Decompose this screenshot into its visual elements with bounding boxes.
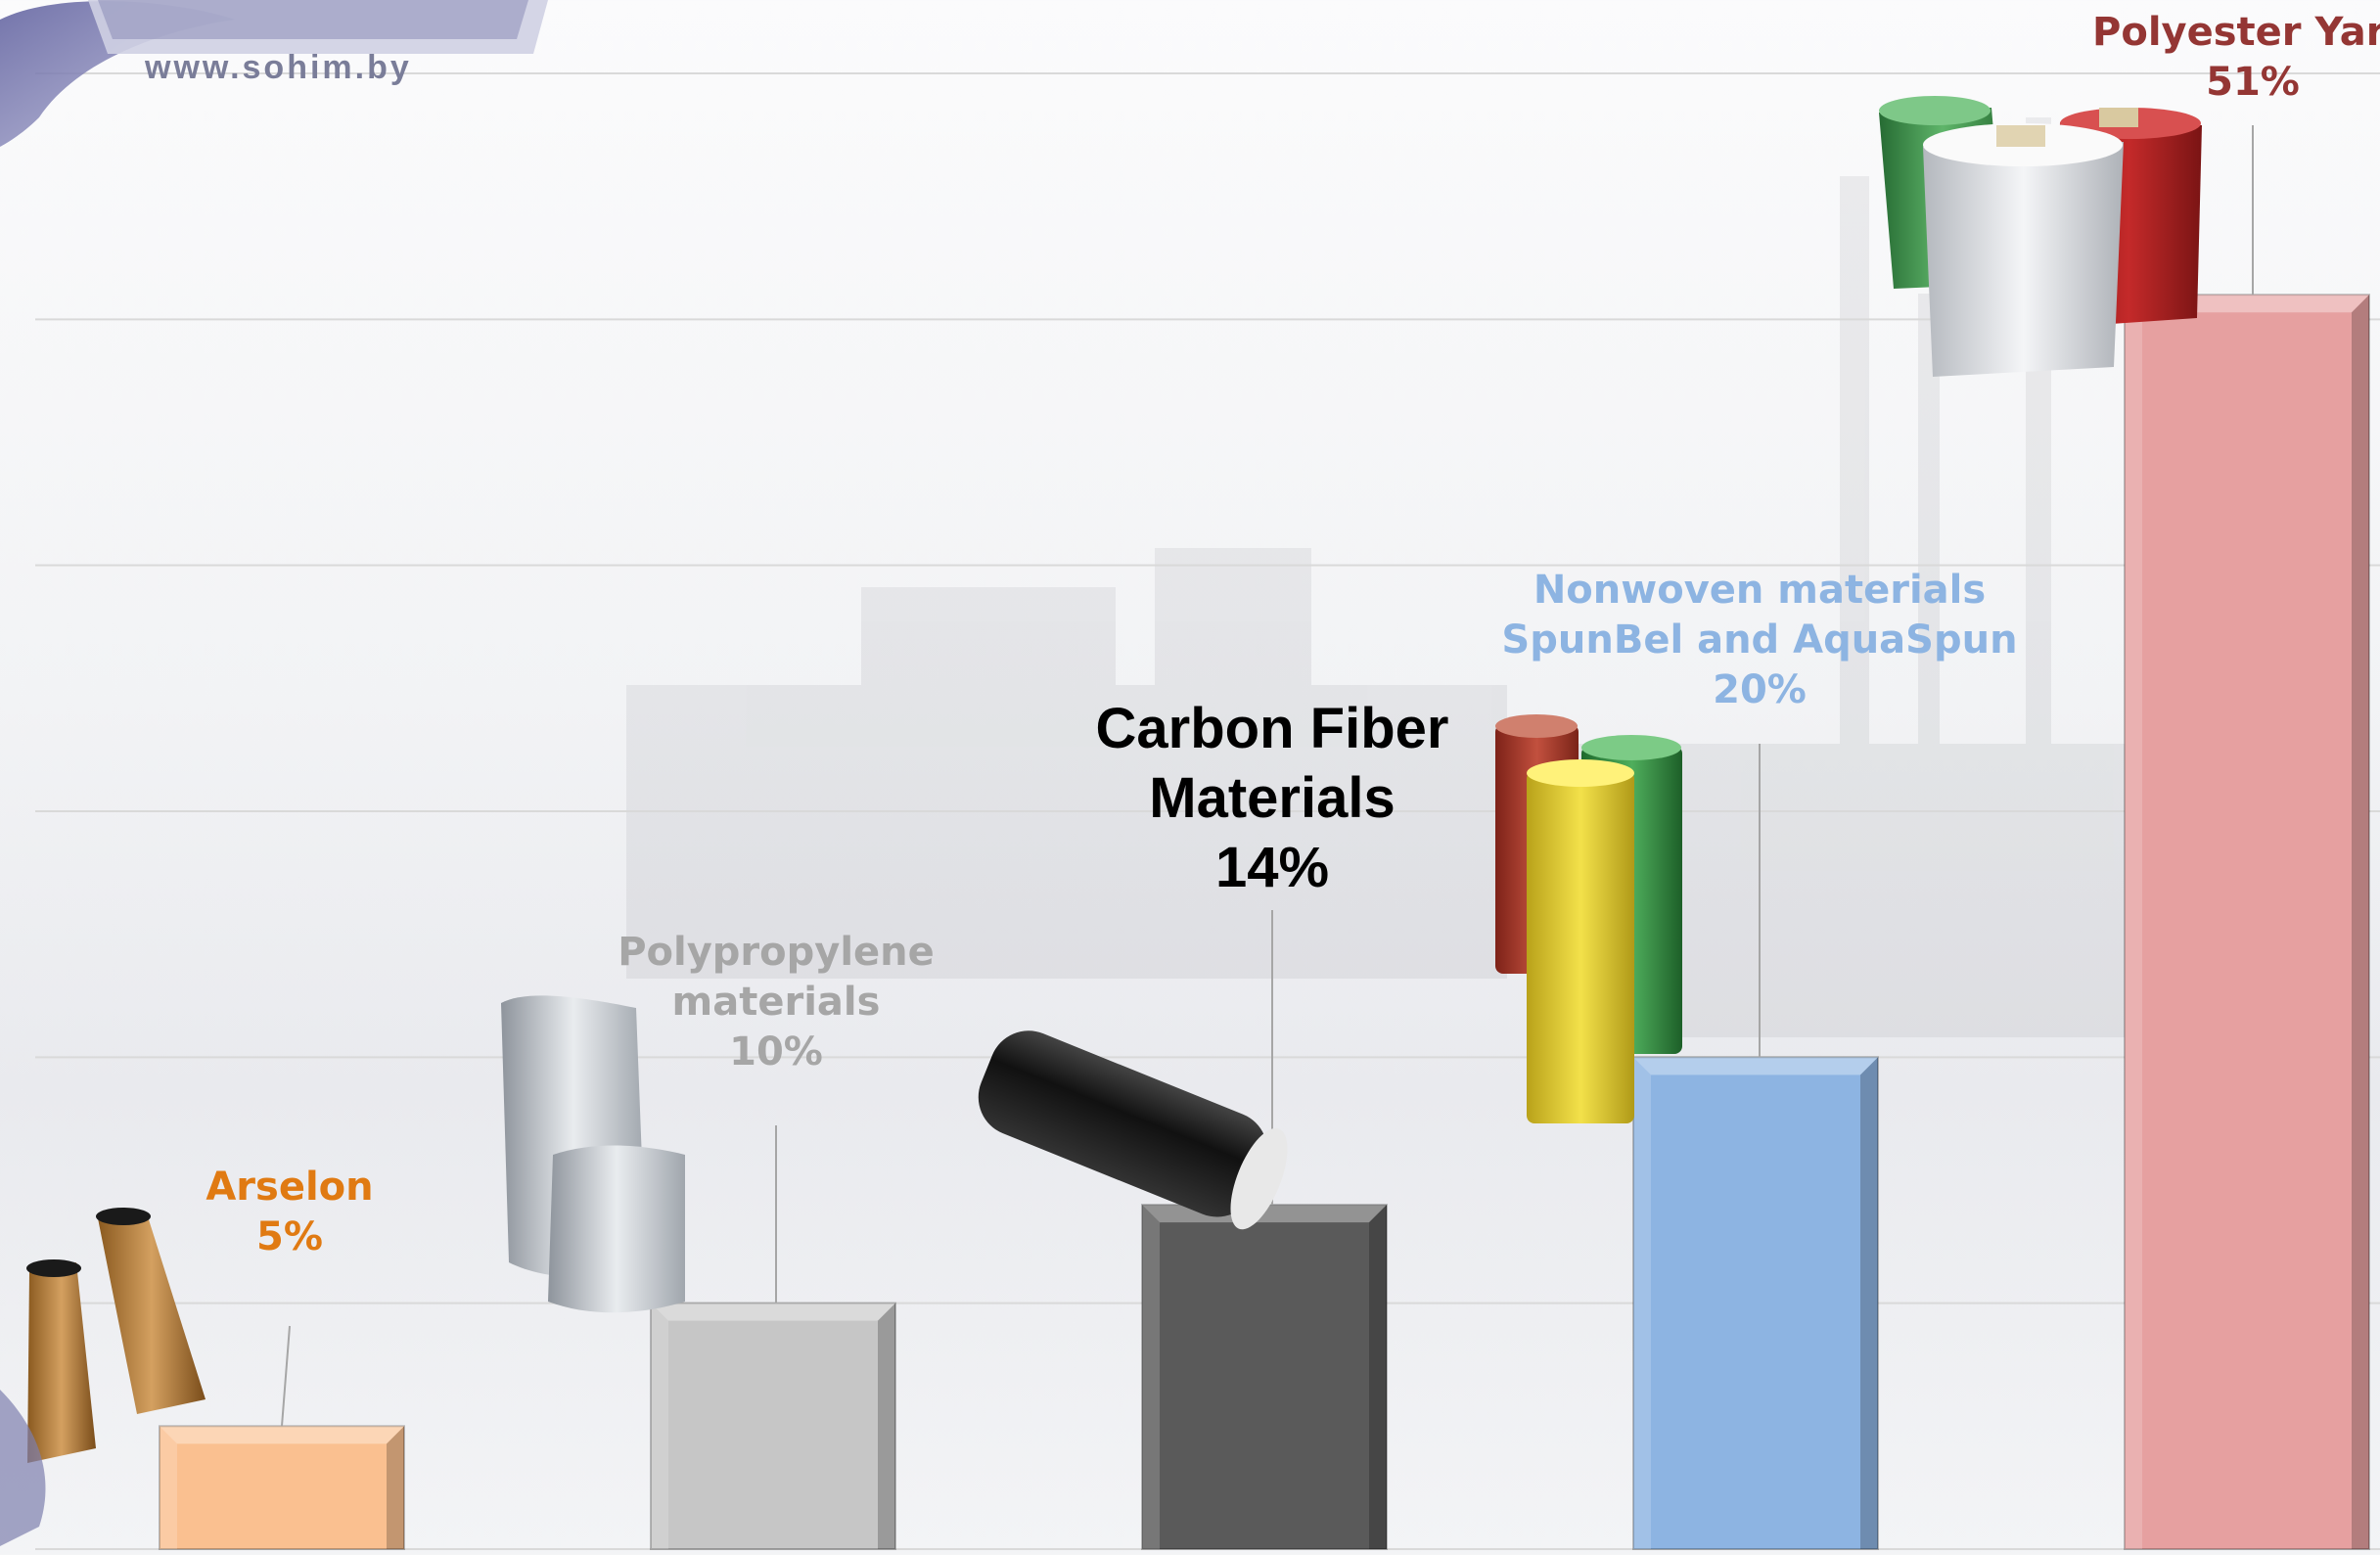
data-label-value: 51% <box>2206 60 2300 106</box>
bar-rect <box>159 1425 405 1551</box>
data-label-value: 20% <box>1713 667 1807 713</box>
logo-website: www.sohim.by <box>145 49 412 86</box>
bar-rect <box>2124 294 2370 1551</box>
data-label-category: materials <box>671 980 881 1026</box>
data-label-category: SpunBel and AquaSpun <box>1501 617 2018 663</box>
bar-3 <box>1141 1204 1388 1550</box>
bar-bevel <box>1142 1205 1160 1549</box>
bar-bevel <box>2125 295 2142 1550</box>
bars <box>159 294 2370 1551</box>
data-label-1: Arselon 5% <box>206 1163 373 1262</box>
data-label-category: Polyester Yarn <box>2092 10 2380 55</box>
sacks-icon <box>501 995 685 1313</box>
bar-bevel <box>878 1303 895 1549</box>
data-label-category: Nonwoven materials <box>1533 568 1987 613</box>
bar-bevel <box>387 1426 404 1549</box>
data-label-4: Nonwoven materials SpunBel and AquaSpun 20… <box>1501 566 2017 716</box>
data-label-3: Carbon Fiber Materials 14% <box>1096 695 1449 902</box>
bar-bevel <box>160 1426 177 1549</box>
carbon-spool-icon <box>978 1030 1288 1230</box>
yarn-cones-icon <box>1879 96 2202 377</box>
bar-bevel <box>160 1426 404 1444</box>
data-label-value: 5% <box>256 1214 323 1260</box>
bar-rect <box>650 1302 896 1550</box>
logo-icon <box>0 0 548 1546</box>
bar-bevel <box>2352 295 2369 1550</box>
data-label-5: Polyester Yarn 51% <box>2092 8 2380 108</box>
bar-bevel <box>651 1303 668 1549</box>
fabric-rolls-icon <box>1495 714 1682 1123</box>
leader-line <box>281 1325 291 1427</box>
data-label-category: Arselon <box>206 1165 374 1210</box>
bar-4 <box>1632 1056 1879 1551</box>
data-label-value: 14% <box>1214 835 1330 899</box>
bar-1 <box>159 1425 405 1551</box>
bobbins-icon <box>26 1208 206 1463</box>
bar-rect <box>1141 1204 1388 1550</box>
bar-bevel <box>651 1303 895 1321</box>
bar-bevel <box>1633 1057 1878 1075</box>
data-label-category: Polypropylene <box>618 930 935 975</box>
bar-2 <box>650 1302 896 1550</box>
bar-rect <box>1632 1056 1879 1551</box>
data-label-2: Polypropylene materials 10% <box>618 928 935 1078</box>
company-logo: www.sohim.by <box>0 0 626 186</box>
data-label-category: Carbon Fiber <box>1095 697 1449 760</box>
bar-bevel <box>1633 1057 1651 1549</box>
bar-bevel <box>1860 1057 1878 1549</box>
data-label-value: 10% <box>729 1029 823 1075</box>
bar-bevel <box>1369 1205 1387 1549</box>
data-label-category: Materials <box>1149 765 1396 830</box>
bar-5 <box>2124 294 2370 1551</box>
